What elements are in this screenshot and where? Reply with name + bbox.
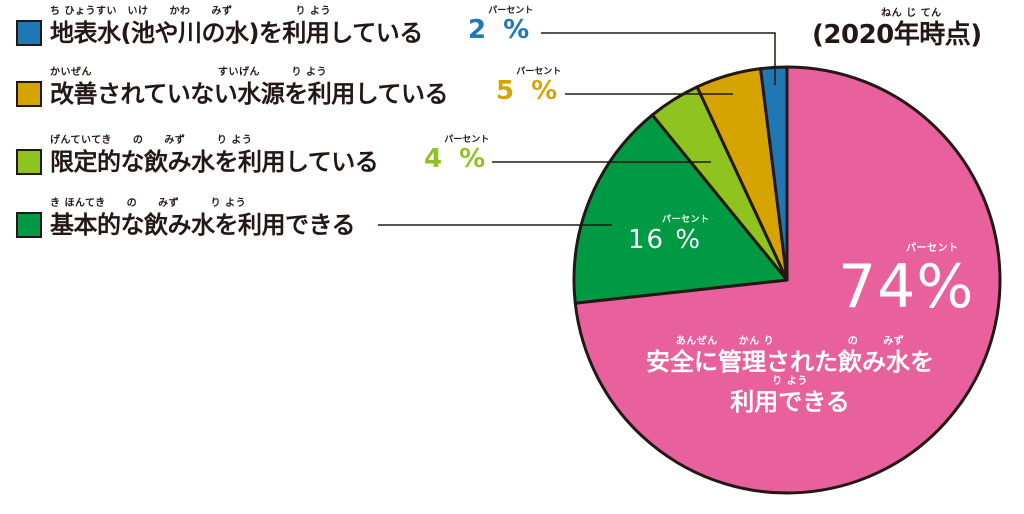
slice-value-safe: パーセント 74% xyxy=(838,243,974,319)
slice-description: 利用できる xyxy=(730,388,850,416)
ruby-text: パーセント xyxy=(444,135,490,145)
ruby-text: パーセント xyxy=(516,67,562,77)
ruby-text: あんぜん かん り の みず xyxy=(675,336,905,347)
percent-value: 5 % xyxy=(496,76,562,106)
year-annotation: ねん じ てん (2020年時点) xyxy=(812,8,982,50)
legend-label: 改善されていない水源を利用している xyxy=(50,80,449,108)
percent-label-limited: パーセント 4 % xyxy=(424,135,489,173)
ruby-text: げんていてき の みず り よう xyxy=(50,135,253,146)
ruby-text: かいぜん すいげん り よう xyxy=(50,67,327,78)
slice-value: 74% xyxy=(838,252,975,322)
legend-label: 地表水(池や川の水)を利用している xyxy=(50,19,423,47)
ruby-text: き ほんてき の みず り よう xyxy=(50,198,247,209)
legend-swatch xyxy=(16,212,42,238)
legend-swatch xyxy=(16,20,42,46)
legend-swatch xyxy=(16,149,42,175)
legend-label: 限定的な飲み水を利用している xyxy=(50,148,379,176)
ruby-text: ねん じ てん xyxy=(881,8,942,19)
percent-label-surface-water: パーセント 2 % xyxy=(468,6,533,44)
pie-slice-surface-water xyxy=(759,65,789,282)
leader-line-surface-water xyxy=(541,32,776,85)
percent-value: 2 % xyxy=(468,15,534,45)
year-text: (2020年時点) xyxy=(812,20,982,50)
ruby-text: り よう xyxy=(772,376,808,387)
percent-label-unimproved: パーセント 5 % xyxy=(496,67,561,105)
ruby-text: パーセント xyxy=(662,215,710,225)
ruby-text: パーセント xyxy=(488,6,534,16)
legend-label: 基本的な飲み水を利用できる xyxy=(50,211,356,239)
slice-description: 安全に管理された飲み水を xyxy=(646,348,934,376)
slice-label-basic: パーセント 16 % xyxy=(628,214,710,254)
legend-swatch xyxy=(16,81,42,107)
ruby-text: パーセント xyxy=(906,243,959,254)
percent-value: 4 % xyxy=(424,144,490,174)
ruby-text: ち ひょうすい いけ かわ みず り よう xyxy=(50,6,331,17)
slice-label-safe: あんぜん かん り の みず 安全に管理された飲み水を り よう 利用できる xyxy=(630,336,950,416)
slice-value: 16 % xyxy=(628,225,703,255)
